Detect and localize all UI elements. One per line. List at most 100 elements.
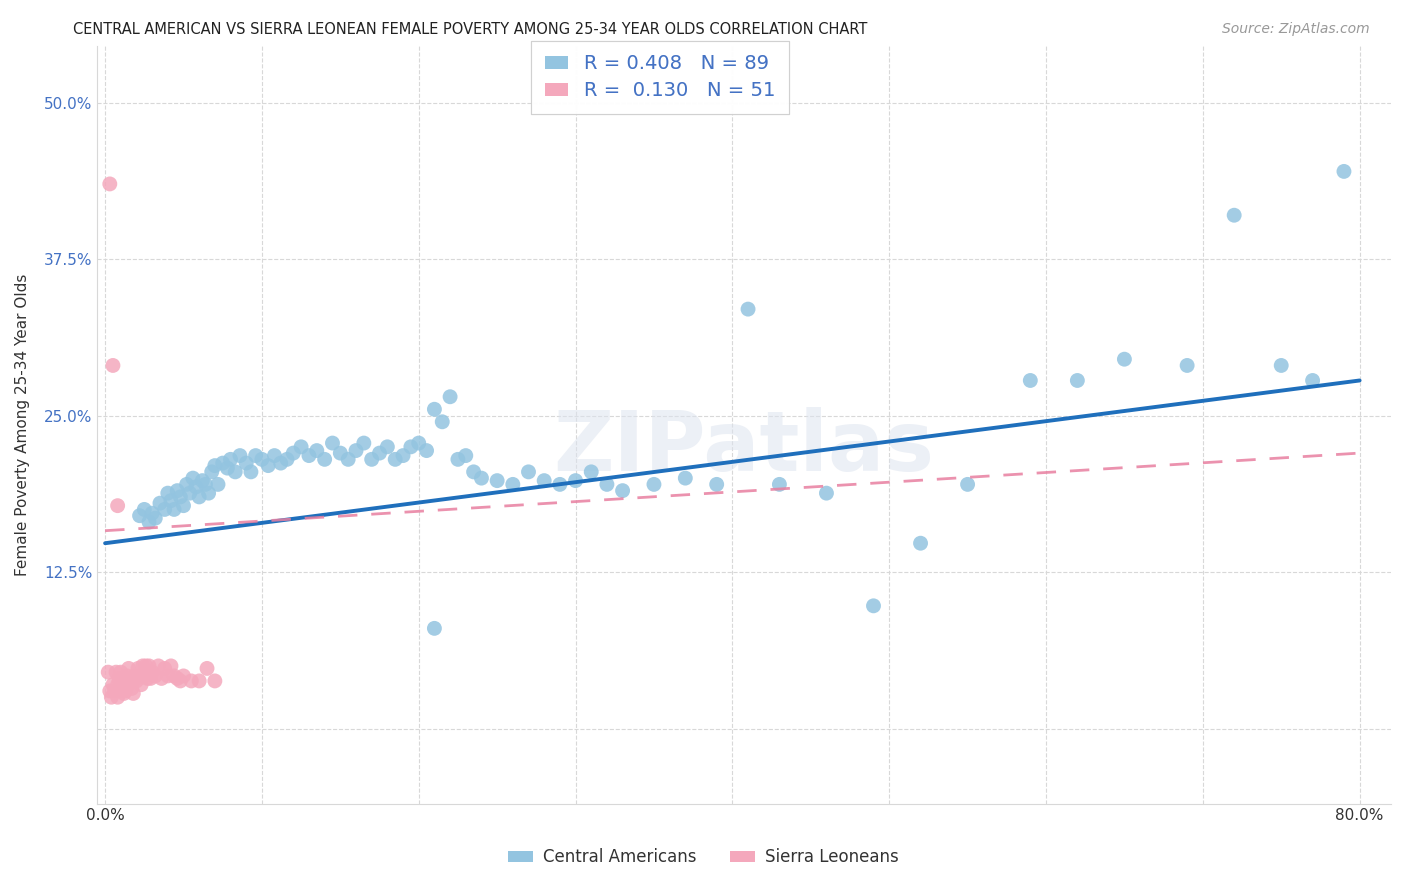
Point — [100, 690, 122, 705]
Point — [191, 474, 214, 488]
Point — [124, 669, 146, 683]
Text: ZIPatlas: ZIPatlas — [554, 407, 935, 488]
Point — [377, 440, 399, 454]
Point — [128, 669, 150, 683]
Point — [737, 302, 759, 317]
Point — [368, 446, 391, 460]
Point — [125, 673, 148, 688]
Point — [195, 661, 218, 675]
Point — [160, 493, 183, 508]
Point — [533, 474, 555, 488]
Point — [138, 515, 160, 529]
Point — [163, 669, 186, 683]
Point — [239, 465, 262, 479]
Point — [314, 452, 336, 467]
Point — [105, 665, 128, 680]
Point — [517, 465, 540, 479]
Point — [179, 486, 201, 500]
Point — [194, 477, 217, 491]
Legend: R = 0.408   N = 89, R =  0.130   N = 51: R = 0.408 N = 89, R = 0.130 N = 51 — [531, 41, 789, 114]
Point — [596, 477, 619, 491]
Point — [101, 678, 124, 692]
Point — [1114, 352, 1136, 367]
Point — [862, 599, 884, 613]
Point — [329, 446, 352, 460]
Point — [141, 665, 163, 680]
Point — [612, 483, 634, 498]
Point — [706, 477, 728, 491]
Point — [321, 436, 343, 450]
Point — [454, 449, 477, 463]
Point — [160, 659, 183, 673]
Point — [129, 678, 152, 692]
Point — [117, 661, 139, 675]
Point — [235, 456, 257, 470]
Point — [245, 449, 267, 463]
Point — [128, 508, 150, 523]
Point — [1175, 359, 1198, 373]
Point — [188, 490, 211, 504]
Point — [143, 669, 166, 683]
Point — [257, 458, 280, 473]
Point — [217, 461, 239, 475]
Point — [229, 449, 252, 463]
Point — [486, 474, 509, 488]
Point — [270, 456, 292, 470]
Point — [1066, 374, 1088, 388]
Point — [148, 659, 170, 673]
Point — [344, 443, 367, 458]
Point — [392, 449, 415, 463]
Point — [463, 465, 485, 479]
Point — [673, 471, 696, 485]
Point — [173, 669, 195, 683]
Point — [956, 477, 979, 491]
Point — [163, 502, 186, 516]
Point — [290, 440, 312, 454]
Point — [120, 672, 142, 686]
Point — [122, 686, 145, 700]
Point — [139, 672, 162, 686]
Point — [166, 672, 188, 686]
Point — [207, 477, 229, 491]
Text: CENTRAL AMERICAN VS SIERRA LEONEAN FEMALE POVERTY AMONG 25-34 YEAR OLDS CORRELAT: CENTRAL AMERICAN VS SIERRA LEONEAN FEMAL… — [73, 22, 868, 37]
Point — [141, 506, 163, 520]
Point — [548, 477, 571, 491]
Point — [439, 390, 461, 404]
Point — [135, 659, 157, 673]
Point — [107, 690, 129, 705]
Point — [166, 483, 188, 498]
Point — [1302, 374, 1324, 388]
Point — [197, 486, 219, 500]
Point — [169, 673, 191, 688]
Point — [470, 471, 492, 485]
Point — [181, 471, 204, 485]
Text: Source: ZipAtlas.com: Source: ZipAtlas.com — [1222, 22, 1369, 37]
Point — [399, 440, 422, 454]
Point — [153, 661, 176, 675]
Point — [150, 672, 173, 686]
Point — [114, 684, 136, 698]
Point — [149, 496, 172, 510]
Point — [283, 446, 305, 460]
Point — [112, 686, 135, 700]
Point — [1270, 359, 1292, 373]
Point — [122, 673, 145, 688]
Point — [112, 673, 135, 688]
Point — [423, 621, 446, 635]
Point — [184, 480, 207, 494]
Point — [97, 665, 120, 680]
Point — [1333, 164, 1355, 178]
Point — [276, 452, 298, 467]
Point — [263, 449, 285, 463]
Point — [110, 665, 132, 680]
Point — [107, 499, 129, 513]
Point — [136, 672, 159, 686]
Point — [156, 486, 179, 500]
Point — [98, 684, 121, 698]
Point — [204, 458, 226, 473]
Point — [132, 659, 155, 673]
Point — [134, 502, 156, 516]
Point — [432, 415, 454, 429]
Point — [910, 536, 932, 550]
Point — [176, 477, 198, 491]
